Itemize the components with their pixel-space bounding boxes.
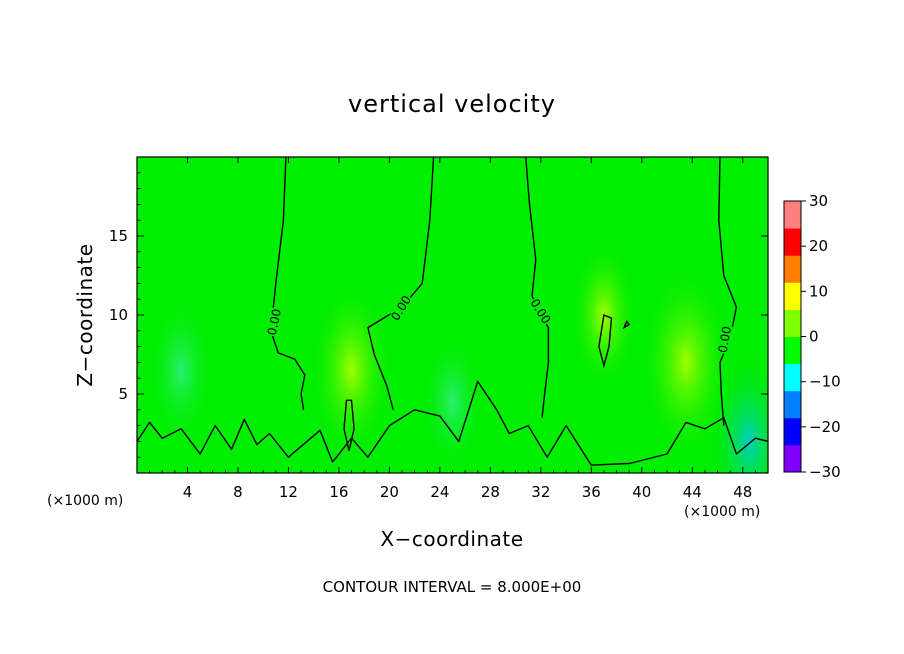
contour-label-bg-2 [527,296,553,327]
colorbar-tick-label-0: 30 [809,192,828,210]
colorbar-segment-7 [784,255,801,283]
contour-line-1 [367,157,435,410]
contour-line-3 [718,157,738,426]
colorbar-segment-8 [784,228,801,256]
x-tick-label-16: 16 [329,483,348,501]
y-tick-label-5: 5 [118,385,128,403]
contour-label-3: 0.00 [716,325,734,354]
y-tick-label-10: 10 [109,306,128,324]
anomaly-2 [420,329,485,473]
contour-interval-note: CONTOUR INTERVAL = 8.000E+00 [323,578,582,596]
x-tick-label-12: 12 [279,483,298,501]
closed-contour-1 [343,399,355,452]
x-tick-label-32: 32 [531,483,550,501]
anomaly-5 [707,349,768,473]
y-axis-label: Z−coordinate [73,243,97,386]
colorbar-segment-1 [784,417,801,446]
x-tick-label-44: 44 [683,483,702,501]
colorbar-tick-label-2: 10 [809,282,828,300]
contour-label-bg-3 [716,324,735,355]
contour-label-0: 0.00 [265,308,284,337]
y-tick-label-15: 15 [109,227,128,245]
closed-contour-0 [598,314,613,369]
colorbar-segment-5 [784,309,801,337]
contour-label-bg-1 [388,293,415,324]
colorbar-segment-4 [784,336,801,365]
x-axis-label: X−coordinate [380,527,523,551]
colorbar-tick-label-4: −10 [809,373,841,391]
x-tick-label-4: 4 [183,483,193,501]
contour-label-bg-0 [265,307,285,338]
x-unit-left: (×1000 m) [47,493,123,509]
x-unit-right: (×1000 m) [684,504,760,520]
contour-line-0 [270,157,306,410]
colorbar: 30 20 10 0 −10 −20 −30 [783,192,841,481]
colorbar-segment-3 [784,363,801,392]
colorbar-tick-label-5: −20 [809,418,841,436]
colorbar-segment-0 [784,444,801,473]
colorbar-segment-9 [784,201,801,229]
x-tick-label-40: 40 [632,483,651,501]
colorbar-ticks: 30 20 10 0 −10 −20 −30 [801,192,841,481]
contour-line-4 [137,380,768,466]
colorbar-segment-2 [784,390,801,419]
x-axis-ticks: 4 8 12 16 20 24 28 32 36 40 44 48 [149,157,756,501]
colorbar-tick-label-3: 0 [809,328,819,346]
x-tick-label-24: 24 [430,483,449,501]
x-tick-label-8: 8 [233,483,243,501]
chart-title: vertical velocity [348,90,556,118]
y-axis-ticks: 5 10 15 [109,172,768,458]
x-tick-label-20: 20 [380,483,399,501]
plot-area: 0.00 0.00 0.000.00 [136,156,769,474]
colorbar-tick-label-6: −30 [809,463,841,481]
anomaly-0 [147,294,216,447]
colorbar-segments [784,201,801,473]
colorbar-tick-label-1: 20 [809,237,828,255]
colorbar-segment-6 [784,282,801,310]
closed-contour-2 [622,319,631,330]
anomaly-4 [639,262,732,463]
x-tick-label-48: 48 [733,483,752,501]
x-tick-label-28: 28 [481,483,500,501]
x-tick-label-36: 36 [582,483,601,501]
